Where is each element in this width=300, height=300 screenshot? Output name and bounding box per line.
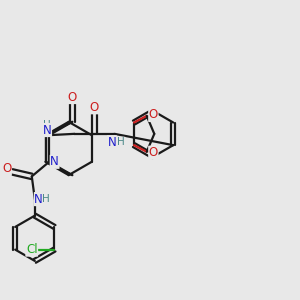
Text: N: N [50, 155, 59, 168]
Text: O: O [149, 146, 158, 159]
Text: O: O [90, 101, 99, 114]
Text: O: O [149, 108, 158, 122]
Text: H: H [42, 194, 50, 204]
Text: H: H [43, 120, 51, 130]
Text: N: N [108, 136, 116, 149]
Text: O: O [68, 91, 77, 103]
Text: N: N [43, 124, 52, 136]
Text: Cl: Cl [26, 243, 38, 256]
Text: O: O [2, 162, 11, 175]
Text: N: N [34, 193, 43, 206]
Text: H: H [117, 137, 125, 147]
